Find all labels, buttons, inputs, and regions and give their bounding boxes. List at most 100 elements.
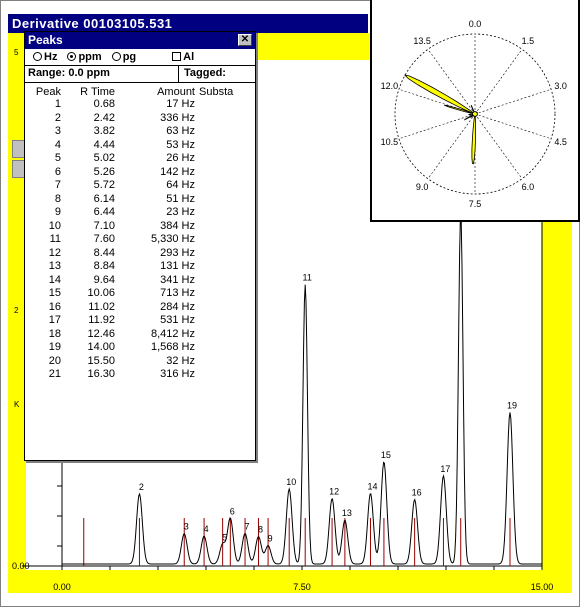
polar-angle-label: 1.5 bbox=[522, 36, 535, 46]
cell-amount: 316 Hz bbox=[160, 368, 195, 380]
radio-icon bbox=[111, 52, 121, 61]
table-row[interactable]: 3 3.82 63 Hz bbox=[25, 125, 255, 139]
unit-radio-pg[interactable]: pg bbox=[111, 51, 136, 63]
polar-angle-label: 4.5 bbox=[554, 137, 567, 147]
table-row[interactable]: 4 4.44 53 Hz bbox=[25, 139, 255, 153]
polar-angle-label: 10.5 bbox=[381, 137, 399, 147]
peak-label: 15 bbox=[381, 450, 391, 460]
cell-rtime: 8.44 bbox=[93, 246, 115, 259]
cell-amount: 8,412 Hz bbox=[150, 327, 195, 340]
table-row[interactable]: 8 6.14 51 Hz bbox=[25, 193, 255, 207]
close-icon[interactable]: ✕ bbox=[238, 34, 252, 46]
polar-angle-label: 6.0 bbox=[522, 182, 535, 192]
table-row[interactable]: 19 14.00 1,568 Hz bbox=[25, 341, 255, 355]
polar-spoke bbox=[474, 88, 552, 115]
cell-amount: 51 Hz bbox=[166, 192, 195, 205]
col-header-peak[interactable]: Peak bbox=[35, 85, 61, 98]
polar-angle-label: 3.0 bbox=[554, 81, 567, 91]
table-row[interactable]: 6 5.26 142 Hz bbox=[25, 166, 255, 180]
left-mark-top: 5 bbox=[14, 48, 19, 57]
cell-amount: 131 Hz bbox=[160, 260, 195, 272]
cell-rtime: 10.06 bbox=[87, 287, 115, 299]
polar-angle-label: 0.0 bbox=[469, 19, 482, 29]
polar-chart: 0.0 1.5 3.0 4.5 6.0 7.5 9.0 10.5 12.0 13.5 bbox=[381, 19, 567, 209]
col-header-rtime[interactable]: R Time bbox=[80, 85, 115, 98]
peak-label: 19 bbox=[507, 400, 517, 410]
peak-label: 3 bbox=[184, 522, 189, 532]
cell-substance bbox=[195, 328, 255, 342]
cell-substance bbox=[195, 287, 255, 301]
cell-peak: 16 bbox=[48, 300, 61, 313]
peak-label: 4 bbox=[204, 524, 209, 534]
polar-spoke bbox=[474, 49, 523, 115]
cell-substance bbox=[195, 193, 255, 207]
cell-peak: 6 bbox=[54, 165, 61, 178]
all-checkbox[interactable]: Al bbox=[172, 51, 194, 63]
polar-angle-label: 13.5 bbox=[413, 36, 431, 46]
table-row[interactable]: 20 15.50 32 Hz bbox=[25, 355, 255, 369]
table-row[interactable]: 15 10.06 713 Hz bbox=[25, 287, 255, 301]
polar-angle-label: 9.0 bbox=[416, 182, 429, 192]
table-row[interactable]: 18 12.46 8,412 Hz bbox=[25, 328, 255, 342]
cell-peak: 17 bbox=[48, 314, 61, 326]
table-row[interactable]: 2 2.42 336 Hz bbox=[25, 112, 255, 126]
cell-peak: 13 bbox=[48, 260, 61, 272]
peaks-dialog-titlebar[interactable]: Peaks ✕ bbox=[25, 32, 255, 49]
cell-substance bbox=[195, 166, 255, 180]
table-row[interactable]: 5 5.02 26 Hz bbox=[25, 152, 255, 166]
cell-rtime: 6.44 bbox=[93, 206, 115, 218]
table-row[interactable]: 9 6.44 23 Hz bbox=[25, 206, 255, 220]
cell-amount: 531 Hz bbox=[160, 314, 195, 326]
table-row[interactable]: 17 11.92 531 Hz bbox=[25, 314, 255, 328]
table-row[interactable]: 14 9.64 341 Hz bbox=[25, 274, 255, 288]
unit-radio-ppm[interactable]: ppm bbox=[67, 51, 102, 63]
cell-rtime: 5.02 bbox=[93, 152, 115, 164]
col-header-amount[interactable]: Amount bbox=[157, 85, 195, 98]
cell-substance bbox=[195, 260, 255, 274]
table-row[interactable]: 7 5.72 64 Hz bbox=[25, 179, 255, 193]
peak-label: 14 bbox=[367, 481, 377, 491]
cell-peak: 9 bbox=[54, 206, 61, 218]
x-tick-label: 0.00 bbox=[53, 582, 71, 592]
cell-amount: 17 Hz bbox=[166, 98, 195, 110]
table-row[interactable]: 12 8.44 293 Hz bbox=[25, 247, 255, 261]
cell-rtime: 3.82 bbox=[93, 125, 115, 137]
cell-peak: 7 bbox=[54, 179, 61, 191]
peak-label: 17 bbox=[440, 464, 450, 474]
cell-rtime: 5.26 bbox=[93, 165, 115, 178]
polar-inset-panel: 0.0 1.5 3.0 4.5 6.0 7.5 9.0 10.5 12.0 13.5 bbox=[370, 0, 580, 222]
range-label: Range: 0.0 ppm bbox=[25, 66, 179, 82]
cell-amount: 63 Hz bbox=[166, 125, 195, 137]
cell-peak: 12 bbox=[48, 246, 61, 259]
cell-substance bbox=[195, 152, 255, 166]
cell-peak: 20 bbox=[48, 354, 61, 367]
cell-rtime: 15.50 bbox=[87, 354, 115, 367]
cell-peak: 11 bbox=[49, 233, 61, 245]
cell-peak: 14 bbox=[48, 273, 61, 286]
cell-amount: 336 Hz bbox=[160, 111, 195, 124]
cell-rtime: 5.72 bbox=[93, 179, 115, 191]
cell-rtime: 14.00 bbox=[87, 341, 115, 353]
table-row[interactable]: 1 0.68 17 Hz bbox=[25, 98, 255, 112]
table-row[interactable]: 16 11.02 284 Hz bbox=[25, 301, 255, 315]
peak-label: 6 bbox=[230, 506, 235, 516]
window-titlebar[interactable]: Derivative 00103105.531 bbox=[8, 14, 368, 33]
col-header-substance[interactable]: Substa bbox=[199, 85, 234, 98]
cell-rtime: 11.02 bbox=[88, 300, 115, 313]
cell-substance bbox=[195, 368, 255, 382]
cell-substance bbox=[195, 274, 255, 288]
table-row[interactable]: 13 8.84 131 Hz bbox=[25, 260, 255, 274]
table-row[interactable]: 11 7.60 5,330 Hz bbox=[25, 233, 255, 247]
cell-rtime: 12.46 bbox=[87, 327, 115, 340]
peak-label: 7 bbox=[245, 521, 250, 531]
tagged-label: Tagged: bbox=[184, 67, 226, 79]
cell-peak: 10 bbox=[48, 219, 61, 232]
table-row[interactable]: 21 16.30 316 Hz bbox=[25, 368, 255, 382]
y-tick-label: 0.00 bbox=[12, 561, 30, 571]
cell-substance bbox=[195, 98, 255, 112]
unit-radio-hz[interactable]: Hz bbox=[33, 51, 57, 63]
cell-rtime: 11.92 bbox=[88, 314, 115, 326]
cell-rtime: 16.30 bbox=[87, 368, 115, 380]
cell-substance bbox=[195, 247, 255, 261]
table-row[interactable]: 10 7.10 384 Hz bbox=[25, 220, 255, 234]
